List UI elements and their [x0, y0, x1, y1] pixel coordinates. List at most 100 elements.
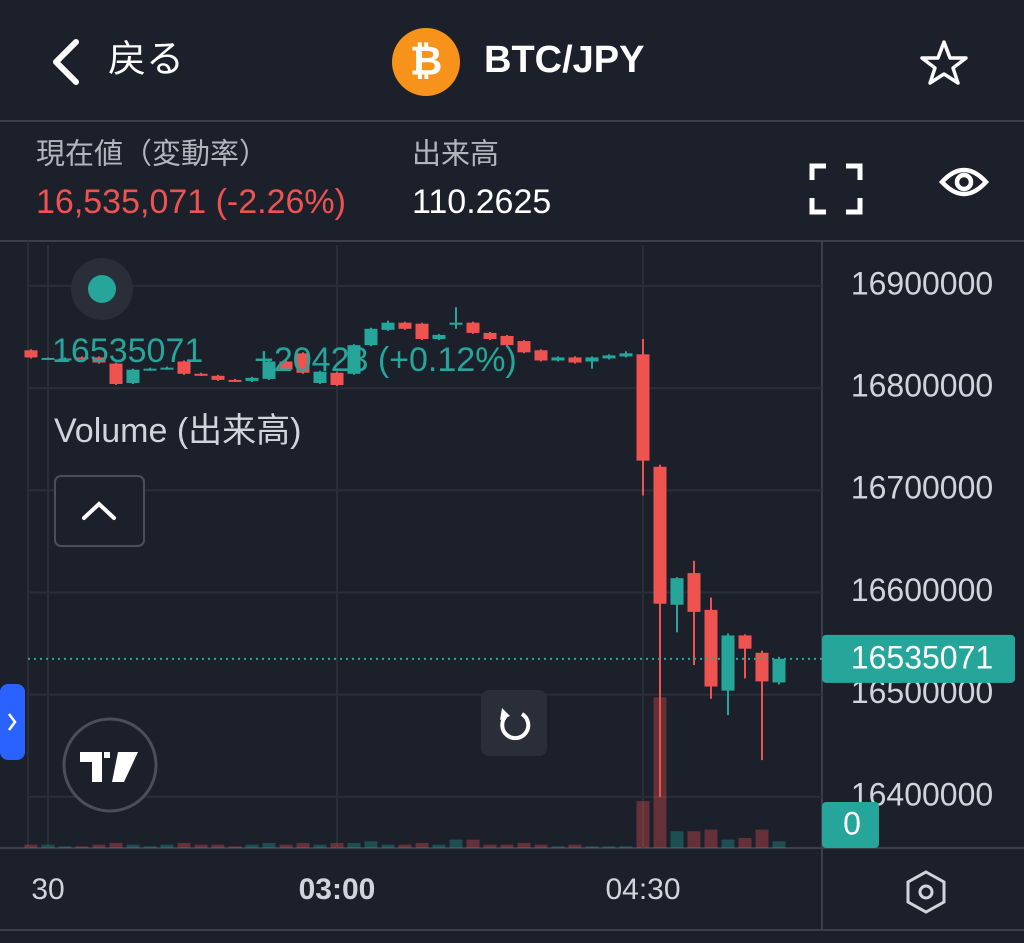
volume-tick-tag: [822, 802, 879, 848]
candle-body: [500, 335, 514, 346]
legend-change: +20423 (+0.12%): [254, 341, 517, 379]
volume-bar: [330, 842, 344, 848]
volume-bar: [721, 839, 735, 848]
candle-body: [636, 354, 650, 461]
candle-body: [313, 371, 327, 383]
candle-body: [568, 357, 582, 363]
candle-body: [41, 357, 55, 360]
back-icon[interactable]: [53, 39, 79, 85]
volume-title: Volume (出来高): [54, 412, 302, 450]
settings-icon[interactable]: [906, 870, 946, 914]
candle-body: [551, 357, 565, 361]
candle-body: [177, 361, 191, 374]
volume-bar: [466, 839, 480, 848]
legend-price: 16535071: [52, 332, 203, 370]
volume-bar: [432, 844, 446, 848]
candle-body: [687, 573, 701, 612]
eye-icon[interactable]: [938, 167, 990, 197]
plot: [24, 307, 822, 848]
reset-button[interactable]: [481, 690, 547, 756]
side-tab[interactable]: [0, 684, 25, 760]
candle-body: [228, 379, 242, 382]
volume-bar: [772, 841, 786, 848]
volume-bar: [194, 844, 208, 848]
candle-body: [347, 345, 361, 374]
volume-bar: [313, 844, 327, 848]
volume-bar: [279, 844, 293, 848]
candle-body: [296, 353, 310, 373]
chevron-up: [82, 501, 116, 520]
candle-body: [721, 635, 735, 691]
volume-bar: [619, 846, 633, 848]
back-label[interactable]: 戻る: [108, 39, 184, 81]
volume-bar: [670, 831, 684, 848]
volume-bar: [534, 844, 548, 848]
candle-body: [415, 323, 429, 340]
x-tick-label: 04:30: [605, 873, 680, 906]
volume-bar: [58, 846, 72, 848]
volume-bar: [500, 844, 514, 848]
last-price-label: 16535071: [851, 639, 993, 675]
volume-bar: [398, 844, 412, 848]
volume-value: 110.2625: [412, 183, 551, 221]
volume-bar: [262, 842, 276, 848]
x-tick-label: 03:00: [299, 873, 376, 906]
volume-bar: [41, 844, 55, 848]
candle-body: [194, 373, 208, 376]
volume-bar: [568, 844, 582, 848]
candle-body: [364, 328, 378, 346]
volume-bar: [75, 846, 89, 848]
candle-body: [483, 332, 497, 340]
reset-icon: [500, 712, 531, 741]
volume-bar: [381, 844, 395, 848]
volume-bar: [415, 842, 429, 848]
volume-tick-label: 0: [843, 805, 861, 841]
volume-bar: [126, 844, 140, 848]
candle-body: [381, 322, 395, 330]
volume-bar: [347, 842, 361, 848]
volume-bar: [211, 844, 225, 848]
favorite-icon[interactable]: [920, 40, 968, 85]
volume-bar: [177, 842, 191, 848]
volume-bar: [517, 842, 531, 848]
price-value: 16,535,071 (-2.26%): [36, 183, 346, 221]
volume-bar: [296, 842, 310, 848]
candle-body: [585, 357, 599, 362]
candle-body: [58, 358, 72, 361]
status-dot: [88, 275, 116, 303]
y-tick-label: 16600000: [851, 572, 993, 608]
btc-symbol: ₿: [410, 40, 443, 84]
volume-label: 出来高: [412, 138, 499, 171]
volume-bar: [738, 837, 752, 848]
volume-bar: [551, 846, 565, 848]
candle-body: [109, 363, 123, 384]
volume-bar: [483, 844, 497, 848]
candle-body: [211, 375, 225, 380]
candle-body: [92, 357, 106, 363]
volume-bar: [143, 846, 157, 848]
candle-body: [653, 466, 667, 604]
tv-logo-button[interactable]: [62, 717, 158, 813]
candle-body: [772, 658, 786, 683]
volume-bar: [245, 844, 259, 848]
candle-body: [738, 635, 752, 649]
candle-body: [534, 350, 548, 361]
fullscreen-icon[interactable]: [809, 163, 863, 215]
price-label: 現在値（変動率）: [36, 138, 268, 171]
volume-bar: [364, 841, 378, 848]
volume-bar: [704, 829, 718, 848]
candle-body: [602, 355, 616, 359]
candle-body: [245, 377, 259, 381]
candle-body: [704, 609, 718, 687]
reset-arrow: [500, 708, 510, 720]
candle-body: [466, 322, 480, 333]
candle-body: [619, 353, 633, 357]
candle-body: [449, 322, 463, 325]
candle-body: [160, 367, 174, 370]
candle-body: [330, 372, 344, 386]
candle-body: [126, 369, 140, 383]
candle-body: [398, 322, 412, 329]
eye-pupil: [954, 172, 974, 192]
collapse-button[interactable]: [54, 475, 145, 547]
volume-bar: [602, 846, 616, 848]
